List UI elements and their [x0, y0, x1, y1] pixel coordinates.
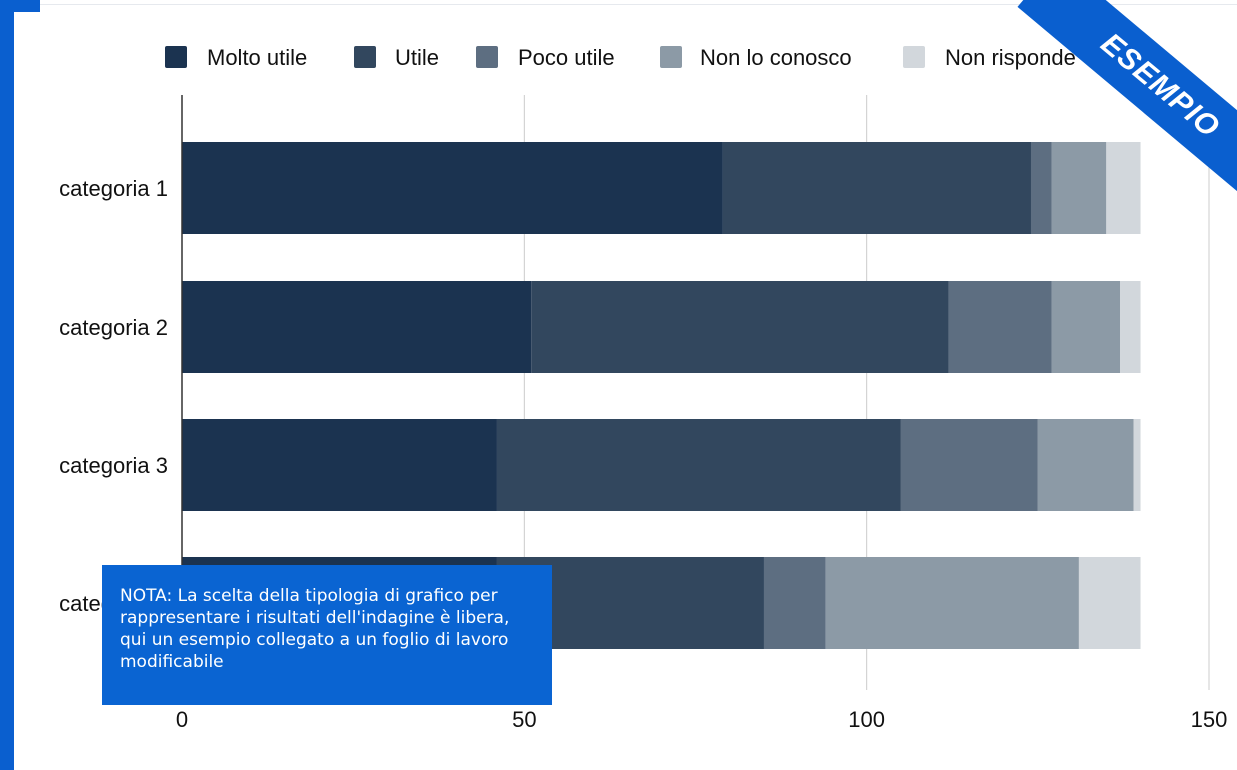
- bar-segment: [1106, 142, 1141, 234]
- bar-segment: [825, 557, 1079, 649]
- left-accent-corner: [0, 0, 40, 12]
- legend-swatch: [903, 46, 925, 68]
- legend-swatch: [354, 46, 376, 68]
- legend-swatch: [660, 46, 682, 68]
- bar-segment: [948, 281, 1052, 373]
- bar-segment: [496, 419, 901, 511]
- x-tick-label: 100: [848, 707, 885, 732]
- bar-segment: [1037, 419, 1134, 511]
- bar-segment: [1119, 281, 1141, 373]
- legend-swatch: [476, 46, 498, 68]
- bar-segment: [531, 281, 949, 373]
- legend-label: Non lo conosco: [700, 45, 852, 70]
- bar-segment: [1078, 557, 1141, 649]
- category-label: categoria 2: [59, 315, 168, 340]
- top-divider: [40, 4, 1237, 5]
- legend-label: Molto utile: [207, 45, 307, 70]
- x-tick-label: 0: [176, 707, 188, 732]
- bar-segment: [1051, 142, 1107, 234]
- legend: Molto utile Utile Poco utile Non lo conosco…: [165, 45, 1076, 70]
- bar-segment: [1133, 419, 1141, 511]
- x-tick-label: 150: [1191, 707, 1228, 732]
- legend-label: Poco utile: [518, 45, 615, 70]
- bar-segment: [763, 557, 826, 649]
- note-text: NOTA: La scelta della tipologia di grafi…: [120, 586, 510, 672]
- legend-label: Utile: [395, 45, 439, 70]
- bar-segment: [722, 142, 1031, 234]
- note-box: NOTA: La scelta della tipologia di grafi…: [102, 565, 552, 705]
- category-label: categoria 3: [59, 453, 168, 478]
- bar-segment: [900, 419, 1038, 511]
- x-tick-label: 50: [512, 707, 536, 732]
- bar-segment: [182, 419, 497, 511]
- left-accent-bar: [0, 0, 14, 770]
- legend-swatch: [165, 46, 187, 68]
- bar-segment: [1051, 281, 1120, 373]
- bar-segment: [182, 142, 723, 234]
- category-label: categoria 1: [59, 176, 168, 201]
- bar-segment: [182, 281, 532, 373]
- bar-segment: [1030, 142, 1052, 234]
- legend-label: Non risponde: [945, 45, 1076, 70]
